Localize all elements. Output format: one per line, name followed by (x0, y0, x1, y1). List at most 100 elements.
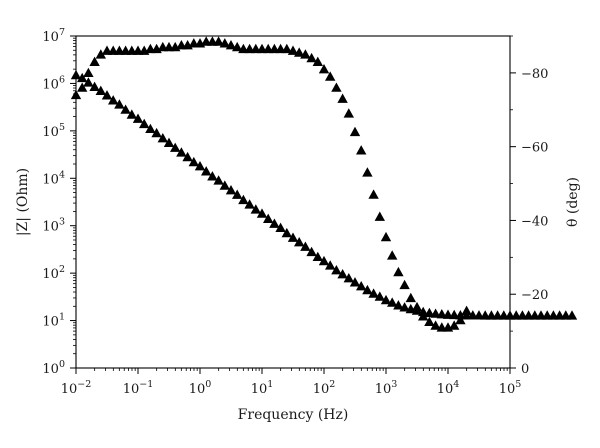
y-left-tick-label-exponent: 1 (59, 312, 65, 323)
impedance-point (263, 213, 274, 223)
x-tick-label: 100 (189, 379, 212, 397)
x-tick-label-exponent: 0 (205, 379, 211, 390)
impedance-point (151, 127, 162, 138)
impedance-point (238, 194, 249, 205)
phase-point (368, 189, 379, 199)
y-left-tick-label-base: 10 (42, 30, 59, 45)
y-left-tick-label-base: 10 (42, 315, 59, 330)
x-tick-label-base: 10 (251, 382, 268, 397)
impedance-point (306, 246, 317, 257)
impedance-point (399, 302, 410, 312)
y-left-tick-label-exponent: 2 (59, 264, 65, 275)
phase-point (399, 279, 410, 290)
phase-series (70, 36, 472, 332)
y-left-tick-label: 101 (42, 312, 65, 330)
phase-point (325, 71, 336, 81)
impedance-point (312, 251, 323, 262)
phase-point (281, 43, 292, 54)
x-tick-label-exponent: 3 (391, 379, 397, 390)
y-left-tick-label-exponent: 3 (59, 217, 65, 228)
phase-point (430, 320, 441, 330)
y-left-tick-label: 104 (42, 169, 65, 187)
x-tick-label-base: 10 (313, 382, 330, 397)
impedance-point (207, 171, 218, 181)
impedance-point (318, 255, 330, 266)
impedance-point (566, 310, 578, 320)
y-left-tick-label-exponent: 6 (59, 74, 65, 85)
impedance-point (368, 288, 379, 298)
x-tick-label-exponent: 4 (453, 379, 459, 390)
impedance-series (70, 69, 578, 320)
phase-point (89, 56, 100, 66)
y-right-tick-label: −40 (521, 214, 548, 229)
y-left-tick-label-exponent: 7 (59, 27, 65, 38)
impedance-point (213, 175, 224, 185)
y-right-tick-label: 0 (521, 362, 529, 377)
impedance-point (325, 260, 336, 270)
impedance-point (331, 265, 342, 275)
impedance-point (343, 273, 354, 283)
phase-point (232, 41, 243, 52)
impedance-point (232, 189, 243, 199)
impedance-point (77, 72, 88, 83)
impedance-point (163, 137, 175, 147)
phase-point (331, 82, 342, 92)
phase-point (318, 64, 330, 74)
phase-point (219, 38, 230, 48)
impedance-point (287, 232, 299, 242)
impedance-point (424, 307, 435, 318)
series-layer (70, 36, 578, 332)
phase-point (349, 126, 361, 137)
phase-point (300, 49, 311, 59)
phase-point (225, 40, 237, 50)
impedance-point (256, 208, 268, 218)
phase-point (455, 314, 466, 325)
phase-point (449, 320, 460, 330)
y-left-tick-label-exponent: 5 (59, 122, 65, 133)
y-left-tick-label-base: 10 (42, 125, 59, 140)
impedance-point (337, 269, 348, 279)
impedance-point (275, 222, 286, 233)
phase-point (374, 211, 385, 221)
x-tick-label-exponent: −1 (139, 379, 153, 390)
y-right-axis-title: θ (deg) (565, 177, 581, 227)
impedance-point (250, 204, 261, 214)
impedance-point (101, 90, 113, 100)
impedance-point (300, 241, 311, 251)
y-left-tick-label: 106 (42, 74, 65, 92)
impedance-point (219, 180, 230, 190)
phase-point (77, 82, 88, 92)
y-left-tick-label: 102 (42, 264, 65, 282)
phase-point (461, 305, 472, 315)
y-left-axis-title: |Z| (Ohm) (15, 168, 31, 236)
impedance-point (269, 218, 280, 228)
y-right-tick-label: −20 (521, 288, 548, 303)
impedance-point (170, 142, 181, 152)
phase-point (387, 250, 398, 260)
phase-point (343, 108, 354, 118)
x-tick-label-exponent: 1 (267, 379, 273, 390)
x-tick-label-exponent: 2 (329, 379, 335, 390)
impedance-point (374, 291, 385, 301)
y-right-tick-label: −60 (521, 141, 548, 156)
x-tick-label: 10−2 (61, 379, 92, 397)
y-left-tick-label-exponent: 0 (59, 359, 65, 370)
phase-point (418, 311, 429, 321)
impedance-point (89, 81, 100, 91)
phase-point (411, 301, 423, 312)
x-tick-label-exponent: −2 (77, 379, 91, 390)
impedance-point (201, 166, 212, 176)
impedance-point (83, 77, 94, 87)
x-tick-label-base: 10 (189, 382, 206, 397)
impedance-point (380, 294, 392, 305)
x-tick-label: 101 (251, 379, 274, 397)
x-tick-label: 104 (437, 379, 460, 397)
phase-point (83, 67, 94, 78)
impedance-point (108, 95, 119, 105)
impedance-point (114, 99, 125, 109)
impedance-point (157, 133, 168, 143)
impedance-point (225, 185, 237, 195)
x-tick-label-base: 10 (437, 382, 454, 397)
y-left-tick-label: 100 (42, 359, 65, 377)
